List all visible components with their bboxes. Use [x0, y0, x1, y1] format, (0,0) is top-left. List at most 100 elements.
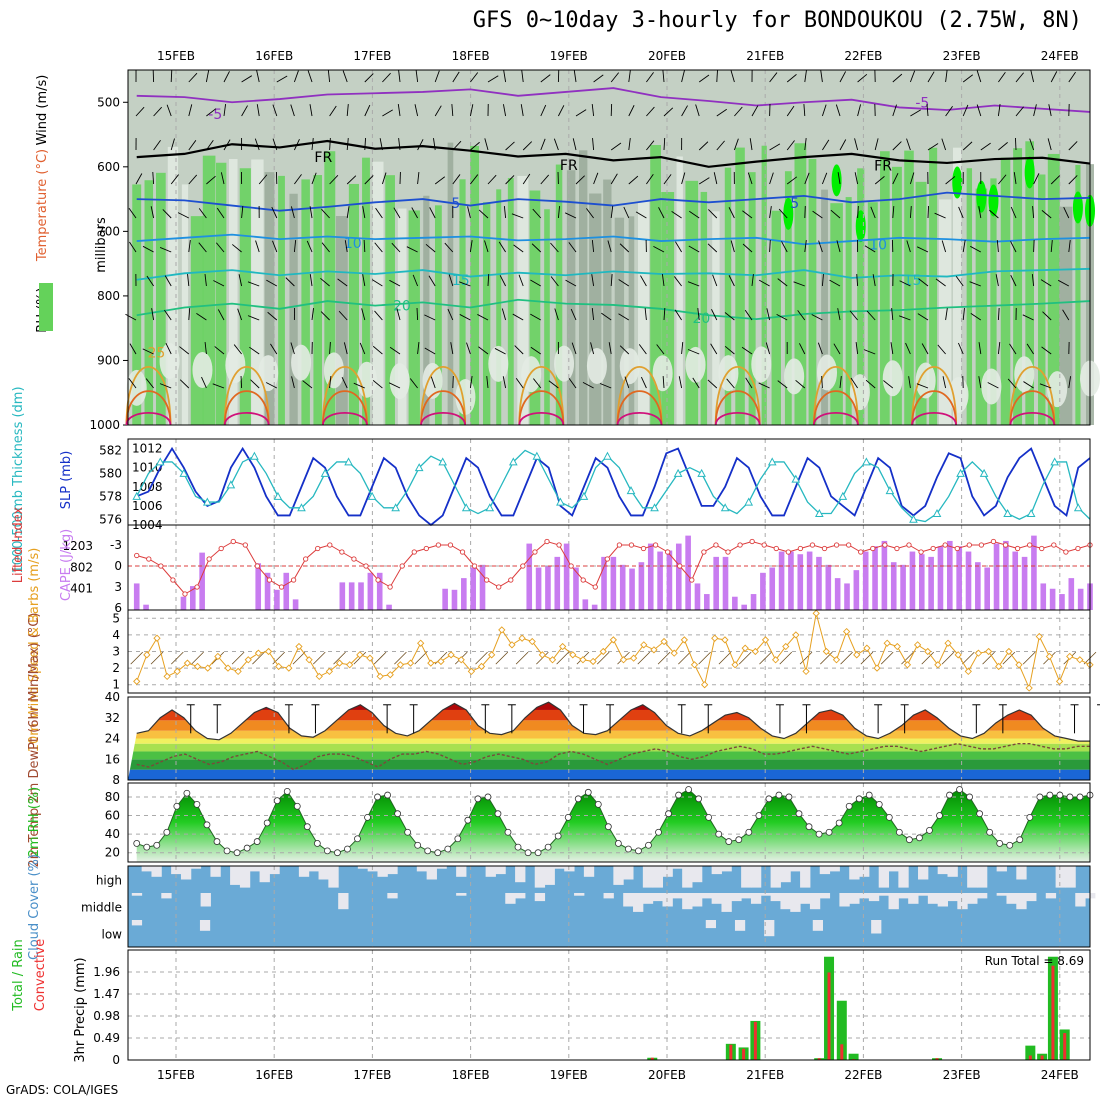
- cape-bar: [189, 586, 196, 610]
- warm-isotherm-arch: [911, 412, 958, 426]
- lifted-index-point: [435, 542, 442, 548]
- wind-barb: [724, 345, 735, 355]
- cape-bar: [386, 604, 392, 610]
- rh-point: [464, 816, 472, 824]
- lifted-index-point: [134, 552, 140, 559]
- precip-total-legend: Total / Rain: [11, 939, 26, 1012]
- wind-barb: [698, 651, 711, 665]
- rh-point: [765, 795, 773, 803]
- cloud-clear-segment: [764, 920, 775, 937]
- wind-barb: [942, 376, 947, 389]
- lifted-index-point: [604, 556, 610, 562]
- wind-barb: [730, 240, 735, 253]
- wind-barb: [540, 104, 547, 117]
- wind-barb: [217, 309, 225, 321]
- warm-isotherm-arch: [322, 390, 368, 426]
- lifted-index-point: [797, 545, 804, 552]
- wind-barb: [498, 241, 506, 253]
- rh-point: [956, 786, 963, 793]
- lifted-index-point: [254, 563, 261, 569]
- cloud-clear-segment: [957, 893, 968, 910]
- wind-barb: [433, 138, 436, 151]
- thickness-point: [579, 491, 589, 500]
- wind-barb: [128, 378, 137, 389]
- wind-barb: [557, 206, 561, 219]
- wind-barb: [608, 342, 612, 355]
- warm-isotherm-arch: [518, 390, 565, 426]
- wind-barb: [568, 377, 577, 389]
- rh-point: [394, 810, 402, 818]
- rh-point: [143, 843, 151, 851]
- lifted-index-point: [580, 577, 586, 583]
- thickness-point: [273, 491, 283, 500]
- cape-axis-label: CAPE (J/kg): [59, 529, 74, 601]
- wind-barb: [874, 138, 879, 151]
- wind-barb: [674, 309, 682, 321]
- wind-barb: [512, 313, 524, 321]
- rh-point: [976, 810, 984, 818]
- wind-barb: [855, 342, 859, 355]
- wind-barb: [290, 206, 295, 219]
- wind-barb: [935, 278, 946, 287]
- rh-column: [167, 146, 179, 425]
- rh-point: [705, 813, 713, 821]
- wind-barb: [381, 172, 387, 185]
- wind-speed-point: [538, 651, 547, 659]
- wind-barb: [857, 104, 862, 117]
- wind-barb: [718, 651, 732, 665]
- wind-barb: [531, 243, 542, 253]
- rh-point: [133, 840, 141, 847]
- cape-bar: [750, 594, 757, 610]
- rh-column: [228, 159, 238, 425]
- cloud-clear-segment: [682, 893, 693, 910]
- wind-barb: [515, 651, 529, 665]
- pressure-label: 900: [97, 353, 120, 367]
- temp-band: [128, 743, 1090, 752]
- thickness-point: [320, 468, 330, 477]
- rh-column: [372, 161, 384, 426]
- wind-barb: [530, 346, 542, 355]
- cloud-clear-segment: [161, 893, 172, 899]
- wind-barb: [389, 346, 401, 355]
- wind-barb: [159, 247, 172, 253]
- wind-barb: [564, 212, 577, 219]
- lifted-index-point: [966, 542, 972, 548]
- rh-column: [470, 145, 480, 425]
- wind-barb: [812, 210, 823, 219]
- wind-barb: [252, 651, 265, 665]
- rh-point: [544, 843, 552, 851]
- isotherm-label: 20: [393, 299, 411, 315]
- wind-barb: [1007, 378, 1017, 389]
- thickness-point: [391, 503, 400, 512]
- wind-barb: [906, 240, 911, 253]
- wind-barb: [503, 206, 507, 219]
- wind-barb: [1015, 106, 1024, 117]
- wind-barb: [769, 206, 772, 219]
- isotherm-label: 15: [452, 273, 470, 289]
- temp-band: [128, 769, 1090, 780]
- wind-speed-point: [386, 671, 394, 679]
- rh-point: [574, 795, 582, 803]
- wind-barb: [568, 242, 577, 253]
- cape-bar: [143, 604, 149, 610]
- rh2m-panel: 20 40 60 80 2m RH (%): [27, 782, 1094, 863]
- wind-barb: [320, 311, 330, 321]
- wind-barb: [958, 206, 964, 219]
- wind-barb: [430, 376, 436, 389]
- wind-barb: [188, 72, 198, 83]
- wind-speed-point: [751, 647, 759, 656]
- wind-speed-point: [832, 656, 841, 664]
- cape-bar: [180, 596, 187, 610]
- cape-bar: [545, 566, 551, 610]
- wind-barb: [698, 74, 710, 83]
- cape-bar: [526, 543, 533, 610]
- cloud-clear-segment: [564, 866, 575, 872]
- cloud-clear-segment: [308, 866, 320, 872]
- lifted-index-point: [315, 545, 321, 552]
- wind-barb: [673, 276, 682, 287]
- cape-bar: [479, 564, 486, 610]
- cape-bar: [255, 563, 262, 610]
- wind-barb: [724, 312, 735, 321]
- rh-column: [603, 179, 612, 425]
